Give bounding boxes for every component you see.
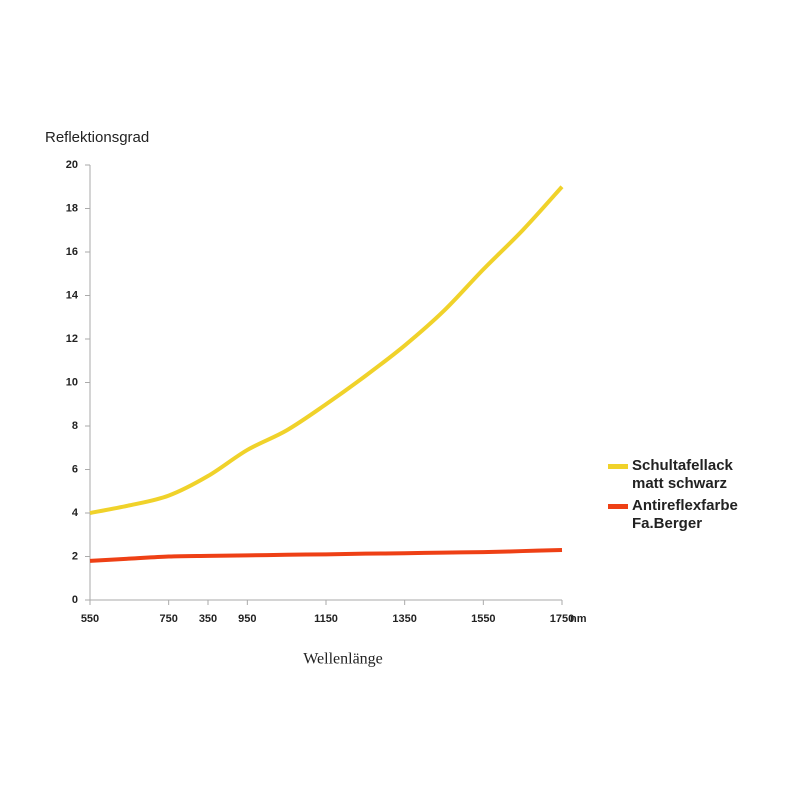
y-tick-label: 14 <box>66 289 79 301</box>
legend-item: Antireflexfarbe Fa.Berger <box>608 497 758 533</box>
y-tick-label: 4 <box>72 507 79 519</box>
legend: Schultafellack matt schwarz Antireflexfar… <box>608 457 758 537</box>
x-unit: nm <box>570 613 587 625</box>
legend-label: Schultafellack matt schwarz <box>632 457 733 492</box>
y-tick-label: 2 <box>72 550 78 562</box>
y-tick-label: 10 <box>66 376 78 388</box>
data-line <box>89 185 564 515</box>
y-tick-label: 0 <box>72 594 78 606</box>
y-tick-label: 16 <box>66 246 78 258</box>
y-tick-label: 18 <box>66 202 78 214</box>
legend-item: Schultafellack matt schwarz <box>608 457 758 493</box>
x-tick-label: 350 <box>199 613 217 625</box>
x-tick-label: 750 <box>159 613 177 625</box>
x-tick-label: 1350 <box>392 613 416 625</box>
y-tick-label: 8 <box>72 420 78 432</box>
y-axis-label: Reflektionsgrad <box>45 129 149 146</box>
y-tick-label: 12 <box>66 333 78 345</box>
x-tick-label: 950 <box>238 613 256 625</box>
y-tick-label: 6 <box>72 463 78 475</box>
x-tick-label: 1550 <box>471 613 495 625</box>
legend-swatch <box>608 504 628 509</box>
data-line <box>89 547 563 563</box>
y-tick-label: 20 <box>66 159 78 171</box>
legend-swatch <box>608 464 628 469</box>
x-tick-label: 1750 <box>550 613 574 625</box>
x-axis-label: Wellenlänge <box>303 651 383 668</box>
legend-label: Antireflexfarbe Fa.Berger <box>632 497 738 532</box>
x-tick-label: 550 <box>81 613 99 625</box>
x-tick-label: 1150 <box>314 613 338 625</box>
